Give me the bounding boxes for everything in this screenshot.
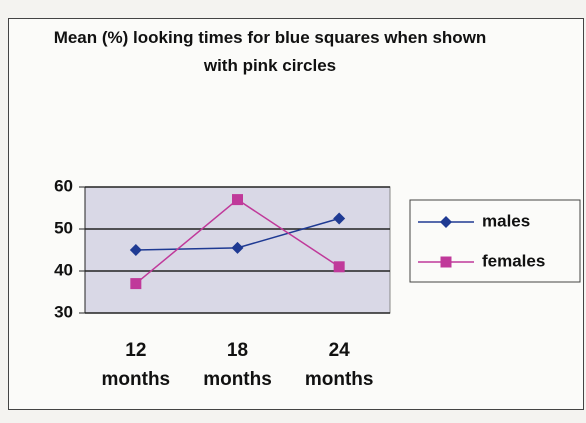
marker [333,261,345,273]
marker [440,216,452,228]
marker [333,212,346,225]
chart-title: Mean (%) looking times for blue squares … [53,28,487,75]
legend-label: males [482,211,530,230]
y-tick-label: 60 [54,176,73,195]
x-tick-label: 18 months [203,340,272,390]
x-tick-label: 24 months [304,340,374,390]
marker [129,244,142,256]
marker [440,256,452,268]
marker [232,194,243,206]
legend-box [409,199,581,283]
marker [130,278,142,290]
y-tick-label: 50 [54,218,73,237]
y-tick-label: 30 [54,302,73,321]
legend-label: females [482,251,545,270]
y-tick-label: 40 [54,260,73,279]
x-tick-label: 12 months [101,340,171,390]
marker [231,241,244,254]
